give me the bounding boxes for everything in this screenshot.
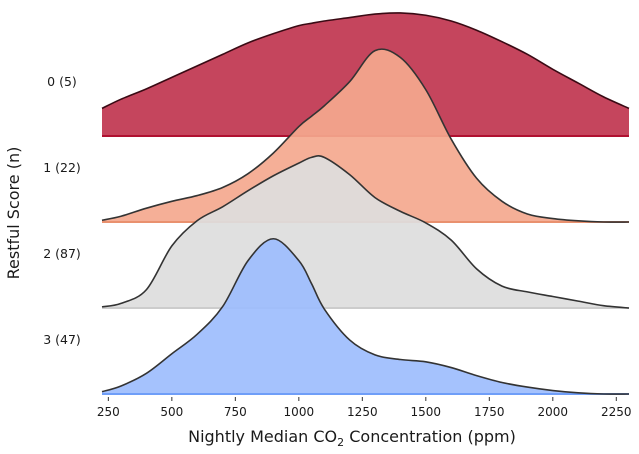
x-tick-label: 750: [224, 405, 247, 419]
x-tick-label: 2250: [601, 405, 632, 419]
row-label-3: 3 (47): [43, 332, 81, 347]
ridge-line-3: [101, 237, 630, 395]
x-tick-label: 1000: [284, 405, 315, 419]
ridge-line-2: [101, 155, 630, 309]
x-axis: 250 500 750 1000 1250 1500 1750 2000 2250: [97, 397, 632, 419]
y-axis-title: Restful Score (n): [4, 147, 23, 280]
x-axis-title-subscript: 2: [337, 436, 344, 449]
x-tick-label: 500: [160, 405, 183, 419]
ridge-area-1: [102, 49, 629, 223]
ridge-area-2: [102, 155, 629, 308]
x-tick-label: 2000: [538, 405, 569, 419]
ridge-line-0: [101, 12, 630, 110]
x-axis-title-prefix: Nightly Median CO: [188, 427, 337, 446]
ridge-2: 2 (87): [43, 155, 630, 309]
x-tick-label: 250: [97, 405, 120, 419]
ridge-3: 3 (47): [43, 237, 630, 395]
ridge-area-3: [102, 238, 629, 395]
x-tick-label: 1250: [347, 405, 378, 419]
row-label-0: 0 (5): [47, 74, 77, 89]
x-tick-label: 1750: [474, 405, 505, 419]
x-tick-label: 1500: [411, 405, 442, 419]
x-axis-title: Nightly Median CO2 Concentration (ppm): [188, 427, 516, 449]
row-label-2: 2 (87): [43, 246, 81, 261]
ridge-line-1: [101, 48, 630, 223]
ridges-group: 0 (5) 1 (22) 2 (87) 3 (47): [43, 12, 630, 395]
x-axis-title-suffix: Concentration (ppm): [344, 427, 516, 446]
row-label-1: 1 (22): [43, 160, 81, 175]
